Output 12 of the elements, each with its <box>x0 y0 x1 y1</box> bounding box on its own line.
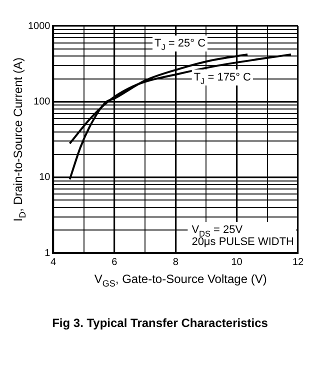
x-tick-label: 8 <box>172 256 179 268</box>
y-tick-label: 1 <box>44 248 51 259</box>
x-tick-label: 12 <box>292 256 304 268</box>
x-tick-label: 6 <box>112 256 118 268</box>
y-tick-label: 1000 <box>28 20 51 32</box>
x-tick-label: 10 <box>231 256 243 268</box>
text: Fig 3. Typical Transfer Characteristics <box>51 316 269 330</box>
y-tick-label: 100 <box>34 96 51 108</box>
y-tick-label: 10 <box>39 172 51 184</box>
x-tick-label: 4 <box>50 256 56 268</box>
y-axis-title: ID, Drain-to-Source Current (A) <box>11 58 28 222</box>
annotation: 20μs PULSE WIDTH <box>192 236 294 248</box>
